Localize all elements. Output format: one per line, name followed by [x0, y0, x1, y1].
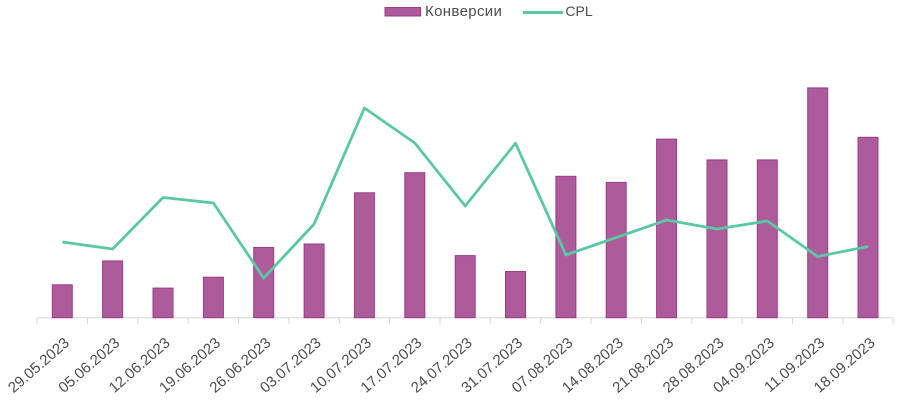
- svg-text:Конверсии: Конверсии: [425, 3, 502, 20]
- svg-text:CPL: CPL: [565, 3, 592, 19]
